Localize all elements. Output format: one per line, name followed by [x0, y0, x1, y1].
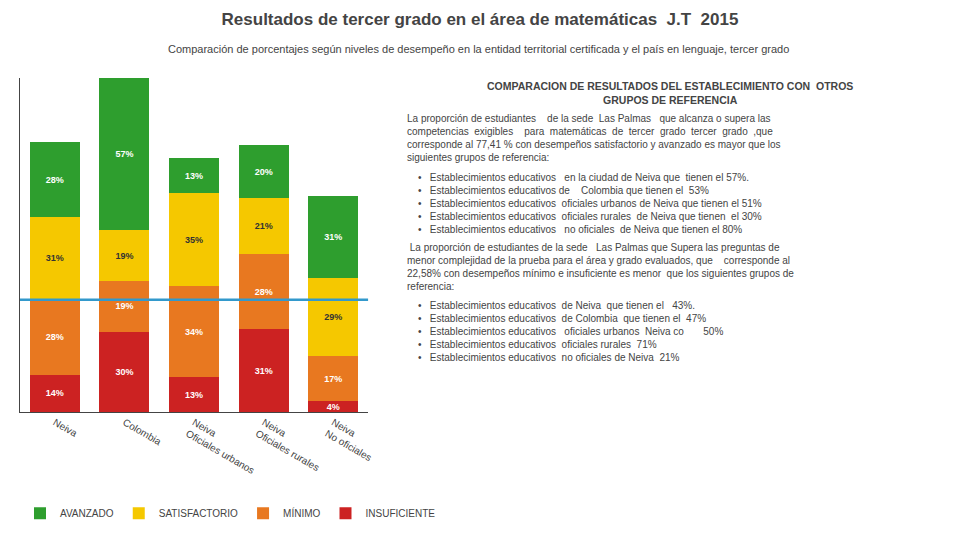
svg-text:30%: 30%	[115, 367, 133, 377]
svg-text:14%: 14%	[46, 388, 64, 398]
svg-text:20%: 20%	[255, 167, 273, 177]
svg-text:La proporción de estudiantes d: La proporción de estudiantes de la sede …	[407, 242, 794, 292]
svg-text:Comparación de porcentajes seg: Comparación de porcentajes según niveles…	[168, 43, 789, 55]
svg-text:NeivaOficiales urbanos: NeivaOficiales urbanos	[184, 417, 263, 476]
svg-text:Neiva: Neiva	[51, 417, 79, 440]
svg-text:35%: 35%	[185, 235, 203, 245]
svg-text:31%: 31%	[46, 253, 64, 263]
svg-text:• Establecimientos educativo: • Establecimientos educativos de Neiva q…	[418, 300, 723, 363]
svg-text:• Establecimientos educativo: • Establecimientos educativos en la ciud…	[418, 172, 762, 235]
svg-text:17%: 17%	[324, 374, 342, 384]
svg-text:28%: 28%	[46, 175, 64, 185]
svg-text:NeivaNo oficiales: NeivaNo oficiales	[323, 417, 380, 464]
svg-text:31%: 31%	[255, 366, 273, 376]
svg-text:4%: 4%	[327, 402, 340, 412]
svg-text:Resultados de tercer grado en: Resultados de tercer grado en el área de…	[222, 10, 739, 29]
svg-text:AVANZADO: AVANZADO	[60, 508, 114, 519]
svg-text:28%: 28%	[46, 332, 64, 342]
svg-text:31%: 31%	[324, 232, 342, 242]
svg-text:13%: 13%	[185, 171, 203, 181]
svg-text:34%: 34%	[185, 327, 203, 337]
svg-text:MÍNIMO: MÍNIMO	[283, 507, 320, 519]
svg-text:28%: 28%	[255, 287, 273, 297]
svg-text:29%: 29%	[324, 312, 342, 322]
svg-text:19%: 19%	[115, 251, 133, 261]
svg-text:INSUFICIENTE: INSUFICIENTE	[365, 508, 435, 519]
svg-text:21%: 21%	[255, 221, 273, 231]
svg-text:COMPARACION DE RESULTADOS DEL: COMPARACION DE RESULTADOS DEL ESTABLECIM…	[487, 80, 853, 106]
svg-text:57%: 57%	[115, 149, 133, 159]
svg-text:NeivaOficiales rurales: NeivaOficiales rurales	[254, 417, 328, 474]
svg-text:Colombia: Colombia	[121, 417, 163, 448]
svg-text:13%: 13%	[185, 390, 203, 400]
svg-text:SATISFACTORIO: SATISFACTORIO	[159, 508, 238, 519]
svg-text:19%: 19%	[115, 301, 133, 311]
svg-text:La proporción de estudiantes: La proporción de estudiantes de la sede …	[407, 113, 781, 163]
